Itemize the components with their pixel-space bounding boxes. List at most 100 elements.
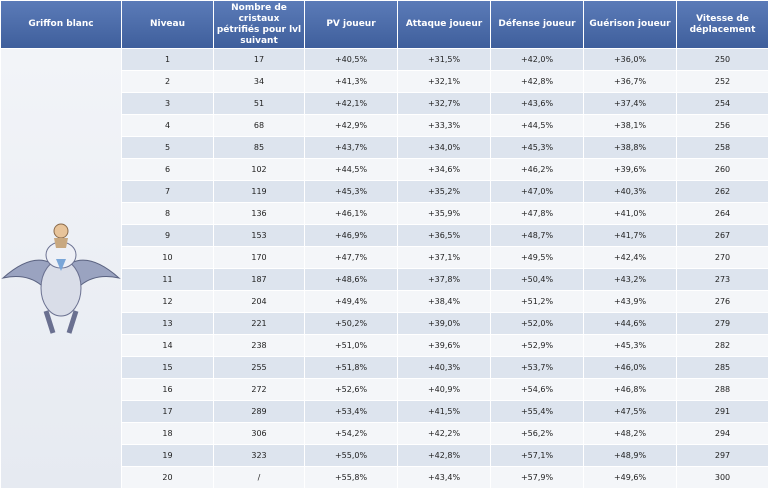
table-row: 4 68 +42,9% +33,3% +44,5% +38,1% 256 — [1, 115, 768, 136]
cell: 1 — [122, 49, 213, 70]
cell: +46,8% — [584, 379, 676, 400]
cell: 288 — [677, 379, 768, 400]
cell: +31,5% — [398, 49, 490, 70]
cell: +39,0% — [398, 313, 490, 334]
cell: +46,2% — [491, 159, 583, 180]
header-cell: Défense joueur — [491, 1, 583, 48]
table-row: 15 255 +51,8% +40,3% +53,7% +46,0% 285 — [1, 357, 768, 378]
cell: 255 — [214, 357, 304, 378]
cell: +36,0% — [584, 49, 676, 70]
table-row: 5 85 +43,7% +34,0% +45,3% +38,8% 258 — [1, 137, 768, 158]
cell: +44,5% — [305, 159, 397, 180]
cell: 68 — [214, 115, 304, 136]
header-cell: Attaque joueur — [398, 1, 490, 48]
griffon-image — [1, 223, 121, 334]
cell: / — [214, 467, 304, 488]
table-row: 10 170 +47,7% +37,1% +49,5% +42,4% 270 — [1, 247, 768, 268]
cell: +32,1% — [398, 71, 490, 92]
cell: 270 — [677, 247, 768, 268]
cell: +47,8% — [491, 203, 583, 224]
cell: +48,7% — [491, 225, 583, 246]
cell: 4 — [122, 115, 213, 136]
cell: +41,7% — [584, 225, 676, 246]
table-row: 8 136 +46,1% +35,9% +47,8% +41,0% 264 — [1, 203, 768, 224]
cell: +35,2% — [398, 181, 490, 202]
cell: +36,5% — [398, 225, 490, 246]
cell: +41,0% — [584, 203, 676, 224]
cell: 3 — [122, 93, 213, 114]
cell: +37,8% — [398, 269, 490, 290]
table-row: 13 221 +50,2% +39,0% +52,0% +44,6% 279 — [1, 313, 768, 334]
cell: 19 — [122, 445, 213, 466]
table-row: 18 306 +54,2% +42,2% +56,2% +48,2% 294 — [1, 423, 768, 444]
cell: +42,0% — [491, 49, 583, 70]
cell: +44,6% — [584, 313, 676, 334]
cell: 260 — [677, 159, 768, 180]
cell: +51,8% — [305, 357, 397, 378]
cell: 5 — [122, 137, 213, 158]
cell: 285 — [677, 357, 768, 378]
cell: +48,6% — [305, 269, 397, 290]
cell: +40,5% — [305, 49, 397, 70]
cell: +46,1% — [305, 203, 397, 224]
cell: +40,3% — [398, 357, 490, 378]
header-cell: Guérison joueur — [584, 1, 676, 48]
table-row: 9 153 +46,9% +36,5% +48,7% +41,7% 267 — [1, 225, 768, 246]
cell: 153 — [214, 225, 304, 246]
cell: +32,7% — [398, 93, 490, 114]
cell: +51,0% — [305, 335, 397, 356]
cell: 10 — [122, 247, 213, 268]
cell: 170 — [214, 247, 304, 268]
cell: +54,6% — [491, 379, 583, 400]
header-cell: Griffon blanc — [1, 1, 121, 48]
cell: 276 — [677, 291, 768, 312]
cell: +38,1% — [584, 115, 676, 136]
header-cell: PV joueur — [305, 1, 397, 48]
cell: 294 — [677, 423, 768, 444]
cell: +44,5% — [491, 115, 583, 136]
cell: +55,8% — [305, 467, 397, 488]
cell: 14 — [122, 335, 213, 356]
cell: +47,5% — [584, 401, 676, 422]
cell: 204 — [214, 291, 304, 312]
cell: +54,2% — [305, 423, 397, 444]
table-row: 19 323 +55,0% +42,8% +57,1% +48,9% 297 — [1, 445, 768, 466]
cell: 252 — [677, 71, 768, 92]
cell: +45,3% — [584, 335, 676, 356]
cell: +37,1% — [398, 247, 490, 268]
cell: 262 — [677, 181, 768, 202]
cell: +43,7% — [305, 137, 397, 158]
cell: 15 — [122, 357, 213, 378]
cell: +50,4% — [491, 269, 583, 290]
cell: +42,4% — [584, 247, 676, 268]
cell: +46,0% — [584, 357, 676, 378]
table-row: 11 187 +48,6% +37,8% +50,4% +43,2% 273 — [1, 269, 768, 290]
cell: 85 — [214, 137, 304, 158]
cell: +42,2% — [398, 423, 490, 444]
cell: 51 — [214, 93, 304, 114]
header-cell: Nombre de cristaux pétrifiés pour lvl su… — [214, 1, 304, 48]
cell: +57,1% — [491, 445, 583, 466]
cell: +53,7% — [491, 357, 583, 378]
cell: +43,4% — [398, 467, 490, 488]
cell: 254 — [677, 93, 768, 114]
table-row: 2 34 +41,3% +32,1% +42,8% +36,7% 252 — [1, 71, 768, 92]
cell: +40,9% — [398, 379, 490, 400]
cell: +45,3% — [305, 181, 397, 202]
cell: 256 — [677, 115, 768, 136]
cell: +45,3% — [491, 137, 583, 158]
cell: 300 — [677, 467, 768, 488]
cell: +52,6% — [305, 379, 397, 400]
cell: +52,0% — [491, 313, 583, 334]
cell: +49,6% — [584, 467, 676, 488]
table-row: 17 289 +53,4% +41,5% +55,4% +47,5% 291 — [1, 401, 768, 422]
header-row: Griffon blanc Niveau Nombre de cristaux pé… — [1, 1, 768, 48]
cell: 297 — [677, 445, 768, 466]
cell: +49,4% — [305, 291, 397, 312]
cell: +35,9% — [398, 203, 490, 224]
cell: +43,9% — [584, 291, 676, 312]
table-row: 16 272 +52,6% +40,9% +54,6% +46,8% 288 — [1, 379, 768, 400]
cell: 9 — [122, 225, 213, 246]
cell: 267 — [677, 225, 768, 246]
